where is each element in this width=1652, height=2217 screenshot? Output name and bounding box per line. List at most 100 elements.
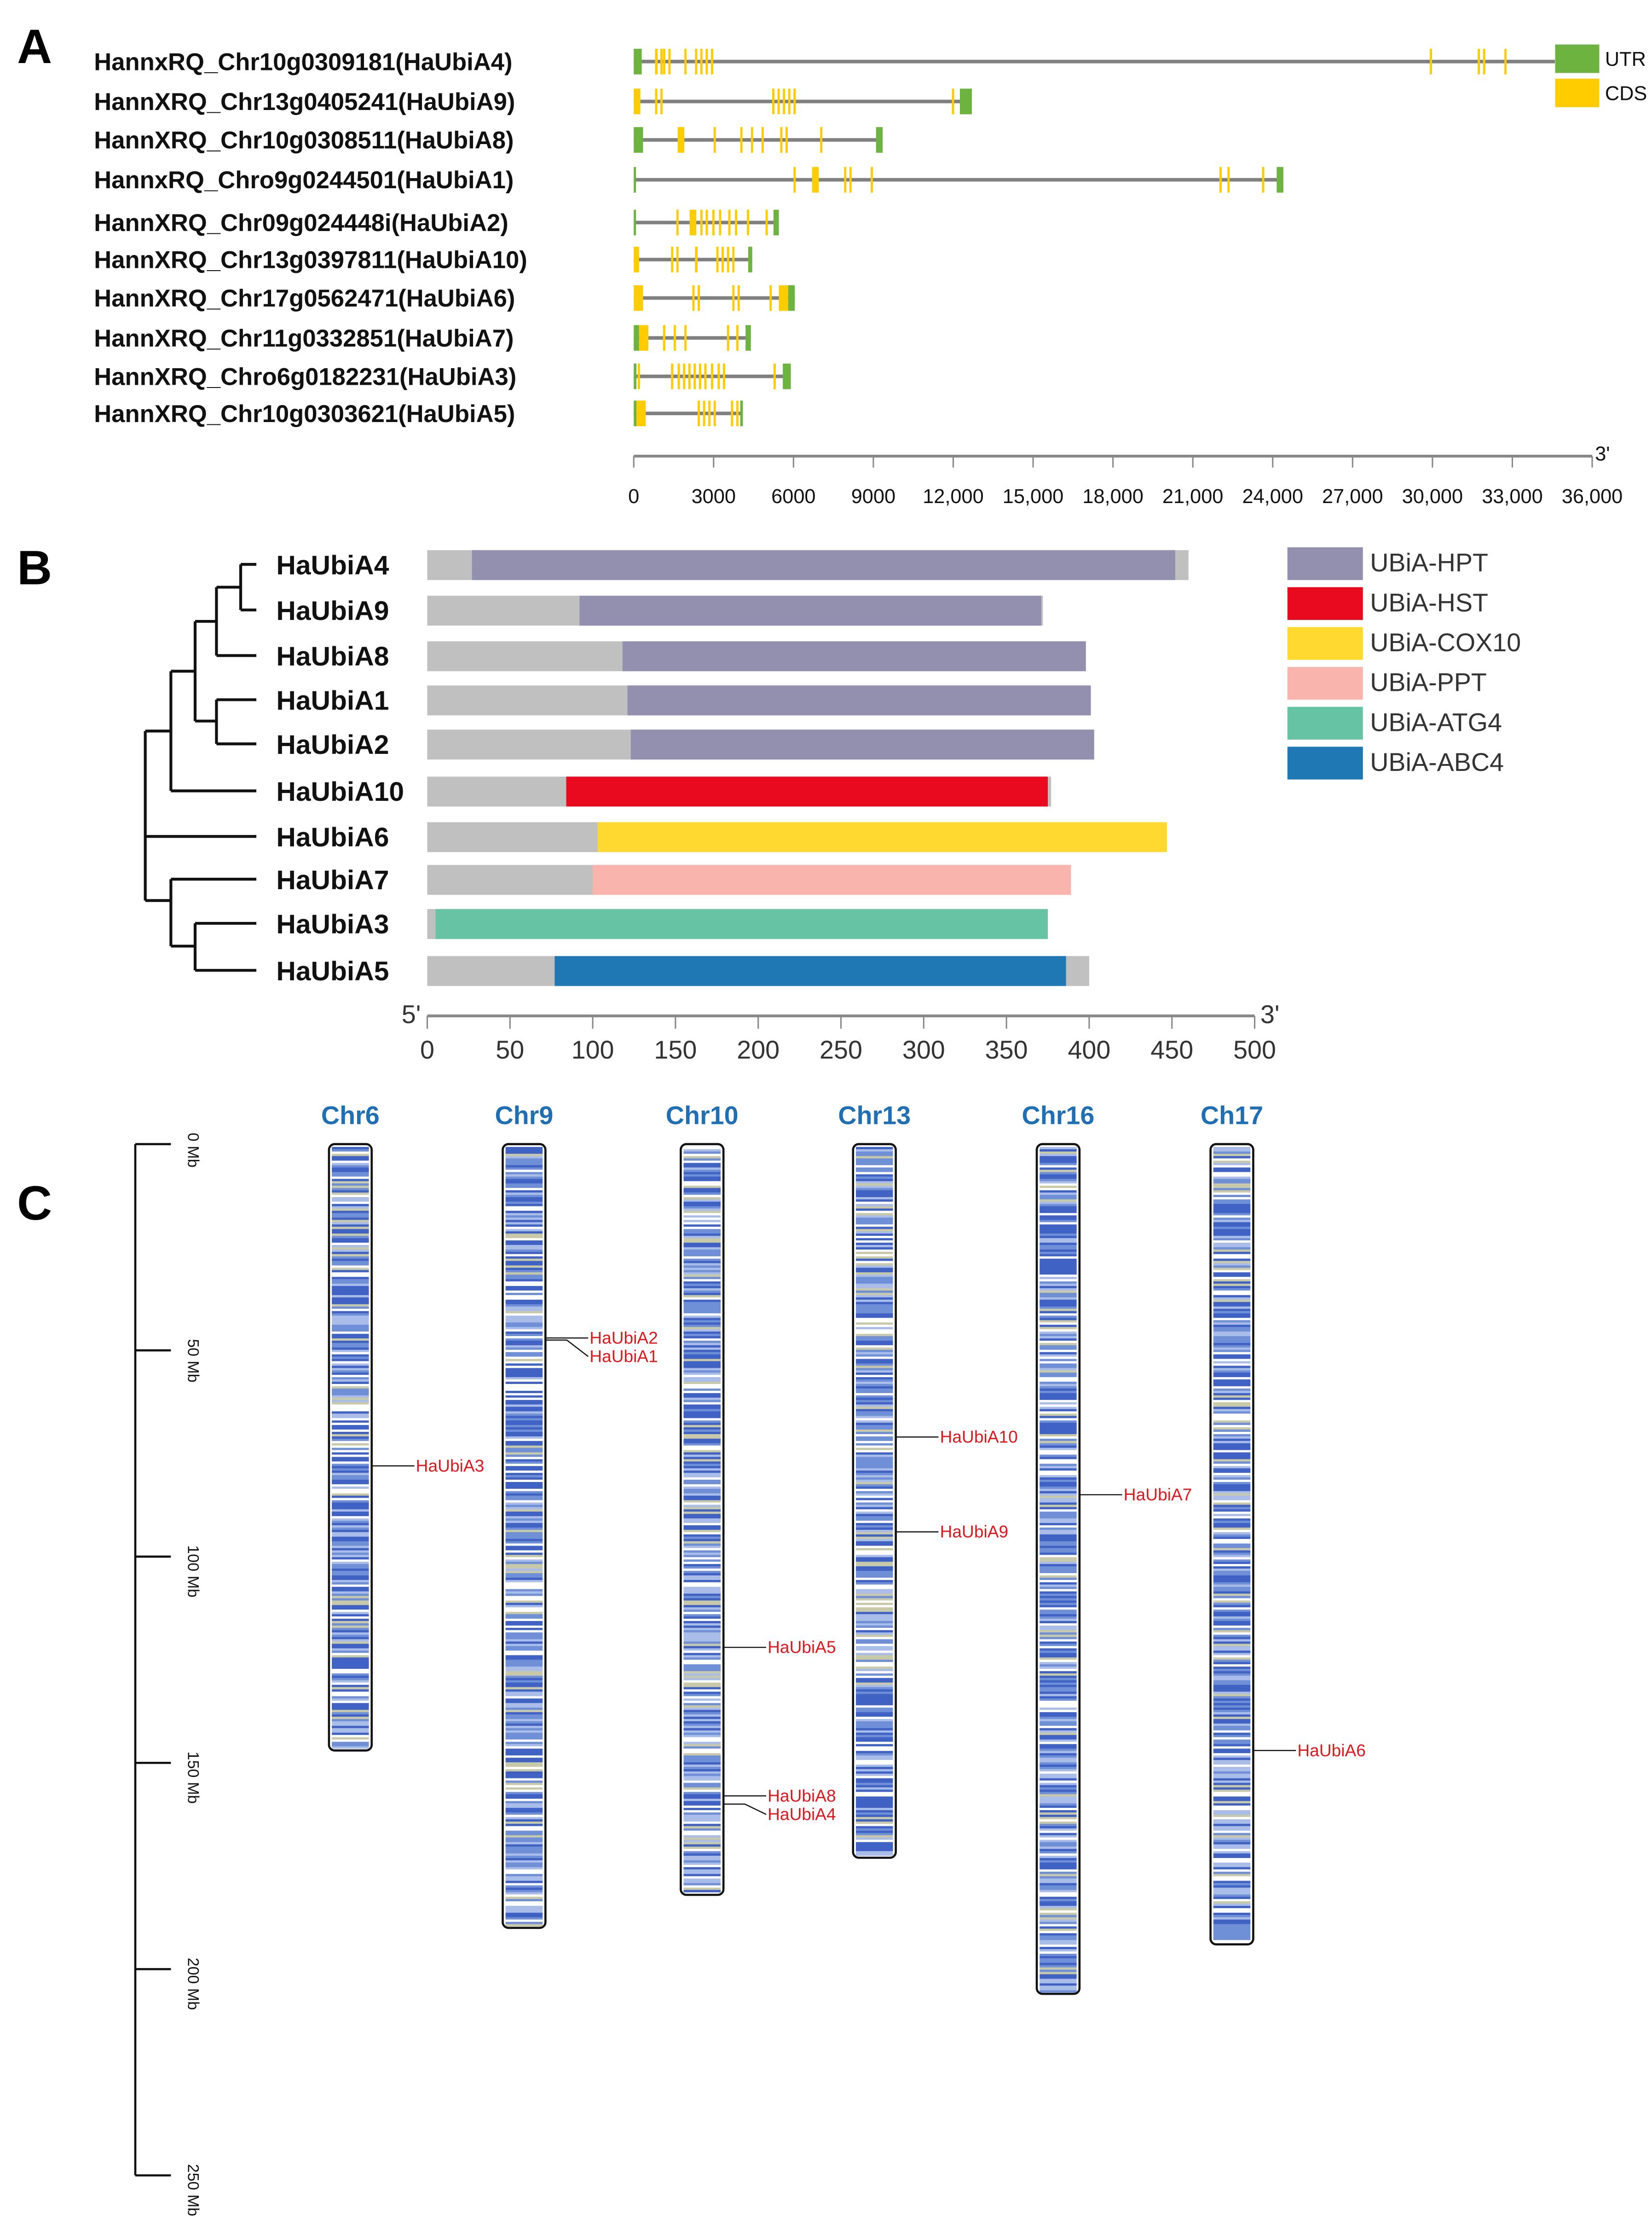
chromosome-band (332, 1744, 369, 1747)
chromosome-band (855, 1612, 893, 1615)
chromosome-band (855, 1484, 893, 1487)
chromosome-band (505, 1589, 543, 1592)
chromosome-band (1040, 1286, 1077, 1289)
chromosome-band (683, 1885, 721, 1888)
chromosome-band (1213, 1516, 1251, 1519)
chromosome-band (1213, 1167, 1251, 1170)
chromosome-band (1213, 1837, 1251, 1840)
chromosome-band (505, 1274, 543, 1277)
chromosome-band (855, 1393, 893, 1396)
chromosome-band (1040, 1308, 1077, 1311)
chromosome-band (1213, 1673, 1251, 1676)
chromosome-band (1040, 1778, 1077, 1781)
chromosome-band (683, 1562, 721, 1564)
chromosome-band (1213, 1732, 1251, 1735)
chromosome-band (683, 1306, 721, 1309)
chromosome-band (855, 1703, 893, 1706)
chromosome-band (855, 1370, 893, 1373)
chromosome-band (505, 1279, 543, 1282)
chromosome-band (505, 1291, 543, 1293)
chromosome-band (1040, 1783, 1077, 1785)
chromosome-band (1040, 1167, 1077, 1170)
chromosome-band (505, 1536, 543, 1540)
gene-marker-label: HaUbiA4 (768, 1805, 836, 1824)
chromosome-band (505, 1210, 543, 1213)
chromosome-band (332, 1739, 369, 1742)
chromosome-band (505, 1766, 543, 1770)
chromosome-band (505, 1308, 543, 1311)
chromosome-band (1213, 1687, 1251, 1690)
chromosome-band (683, 1794, 721, 1797)
chromosome-band (505, 1425, 543, 1428)
chromosome-band (1213, 1924, 1251, 1927)
chromosome-band (1213, 1655, 1251, 1658)
chromosome-band (505, 1529, 543, 1533)
chromosome-band (505, 1229, 543, 1232)
chromosome-band (505, 1482, 543, 1485)
chromosome-band (505, 1655, 543, 1658)
utr-legend-swatch (1555, 44, 1600, 73)
chromosome-band (683, 1881, 721, 1883)
legend-label: UBiA-HPT (1370, 549, 1488, 577)
chromosome-band (683, 1313, 721, 1316)
chromosome-band (1213, 1682, 1251, 1685)
chromosome-band (1213, 1420, 1251, 1423)
chromosome-band (505, 1495, 543, 1498)
chromosome-band (1213, 1534, 1251, 1537)
chromosome-band (855, 1753, 893, 1756)
chromosome-band (855, 1430, 893, 1432)
chromosome-band (1040, 1972, 1077, 1974)
chromosome-band (1213, 1495, 1251, 1498)
chromosome-band (1040, 1844, 1077, 1847)
chromosome-band (332, 1457, 369, 1459)
chromosome-band (683, 1352, 721, 1355)
utr-exon (634, 48, 642, 75)
cds-exon (663, 48, 665, 75)
chromosome-band (683, 1354, 721, 1357)
chromosome-band (855, 1627, 893, 1631)
chromosome-band (1213, 1716, 1251, 1719)
tick-label: 6000 (771, 486, 815, 508)
chromosome-band (683, 1261, 721, 1263)
chromosome-band (505, 1197, 543, 1200)
chromosome-band (1213, 1901, 1251, 1904)
chromosome-band (1040, 1416, 1077, 1418)
chromosome-band (855, 1160, 893, 1163)
chromosome-band (683, 1564, 721, 1567)
tick-label: 27,000 (1322, 486, 1383, 508)
chromosome-band (505, 1338, 543, 1341)
chromosome-band (1213, 1876, 1251, 1879)
chromosome-band (1213, 1370, 1251, 1373)
chromosome-band (505, 1621, 543, 1624)
chromosome-band (1040, 1792, 1077, 1794)
gene-name: HannXRQ_Chr13g0397811(HaUbiA10) (94, 247, 527, 274)
chromosome-band (505, 1653, 543, 1656)
chromosome-band (1213, 1179, 1251, 1181)
chromosome-band (332, 1265, 369, 1268)
chromosome-band (332, 1459, 369, 1462)
chromosome-band (683, 1165, 721, 1168)
chromosome-band (683, 1728, 721, 1731)
chromosome-band (1040, 1484, 1077, 1487)
cds-exon (705, 209, 708, 236)
chromosome-band (1040, 1678, 1077, 1681)
cds-exon (719, 209, 722, 236)
chromosome-band (332, 1240, 369, 1243)
chromosome-band (683, 1675, 721, 1679)
chromosome-band (683, 1277, 721, 1279)
chromosome-band (1040, 1806, 1077, 1808)
chromosome-band (505, 1484, 543, 1487)
chromosome-band (855, 1291, 893, 1293)
chromosome-band (855, 1418, 893, 1421)
chromosome-band (332, 1354, 369, 1357)
chromosome-band (683, 1498, 721, 1500)
chromosome-band (1040, 1945, 1077, 1947)
chromosome-band (1213, 1899, 1251, 1902)
chromosome-band (683, 1272, 721, 1275)
chromosome-band (505, 1890, 543, 1893)
chromosome-band (1213, 1830, 1251, 1833)
chromosome-band (855, 1265, 893, 1268)
chromosome-band (1213, 1397, 1251, 1401)
chromosome-band (505, 1737, 543, 1740)
chromosome-band (1040, 1653, 1077, 1656)
